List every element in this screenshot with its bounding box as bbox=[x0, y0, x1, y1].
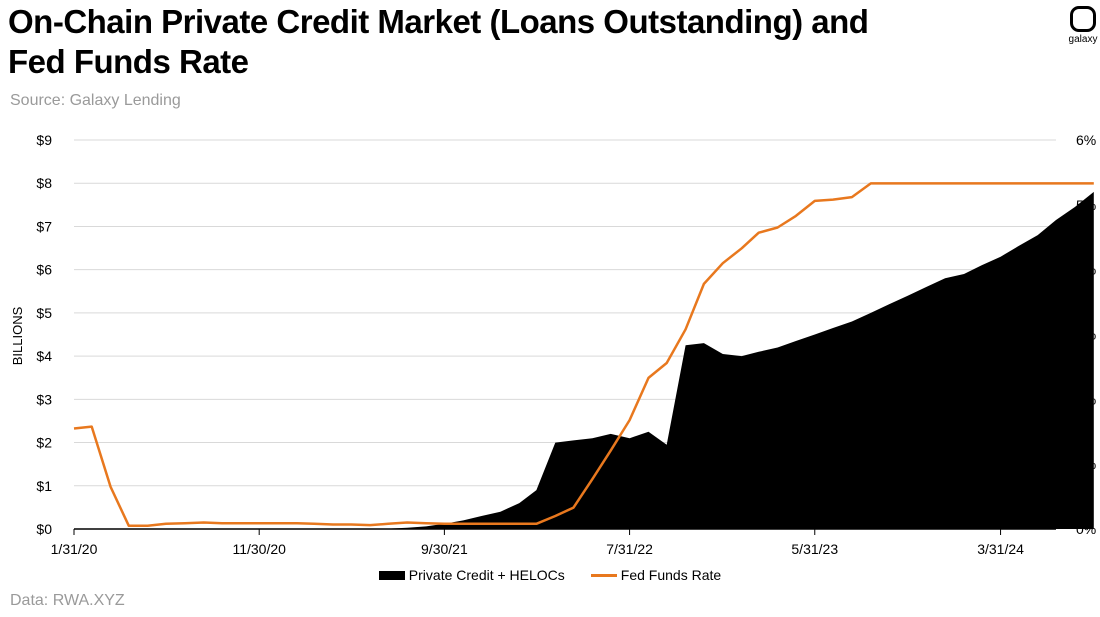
y-left-tick-label: $9 bbox=[36, 132, 52, 148]
legend-label-private-credit: Private Credit + HELOCs bbox=[408, 567, 565, 583]
y-left-tick-label: $6 bbox=[36, 262, 52, 278]
data-source-footer: Data: RWA.XYZ bbox=[10, 592, 125, 609]
y-left-tick-label: $7 bbox=[36, 218, 52, 234]
fed-funds-line bbox=[73, 182, 1094, 528]
galaxy-logo-icon bbox=[1070, 6, 1096, 32]
chart-subtitle: Source: Galaxy Lending bbox=[10, 92, 181, 109]
legend-item-fed-funds: Fed Funds Rate bbox=[590, 567, 722, 583]
x-tick-label: 5/31/23 bbox=[791, 541, 838, 557]
x-tick-label: 7/31/22 bbox=[606, 541, 653, 557]
y-axis-label: BILLIONS bbox=[10, 306, 25, 365]
axes: $0 $1 $2 $3 $4 $5 $6 $7 $8 $9 0% 1% 2% 3% 4% 5% 6% 1/31/2… bbox=[36, 132, 1096, 557]
x-tick-label: 1/31/20 bbox=[51, 541, 98, 557]
legend-swatch-area bbox=[378, 570, 405, 580]
y-right-tick-label: 6% bbox=[1076, 132, 1096, 148]
y-right-tick-label: 4% bbox=[1076, 262, 1096, 278]
fed-funds-line-layer bbox=[73, 182, 1094, 528]
y-right-tick-label: 2% bbox=[1076, 391, 1096, 407]
y-left-tick-label: $0 bbox=[36, 521, 52, 537]
y-left-tick-label: $3 bbox=[36, 391, 52, 407]
y-right-tick-label: 1% bbox=[1076, 456, 1096, 472]
x-tick-label: 3/31/24 bbox=[977, 541, 1024, 557]
legend: Private Credit + HELOCs Fed Funds Rate bbox=[0, 567, 1100, 583]
galaxy-logo: galaxy bbox=[1062, 6, 1100, 45]
y-left-tick-label: $2 bbox=[36, 435, 52, 451]
y-right-tick-label: 5% bbox=[1076, 197, 1096, 213]
y-right-tick-label: 0% bbox=[1076, 521, 1096, 537]
y-left-tick-label: $4 bbox=[36, 348, 52, 364]
y-left-tick-label: $1 bbox=[36, 478, 52, 494]
y-right-tick-label: 3% bbox=[1076, 327, 1096, 343]
private-credit-area bbox=[332, 191, 1094, 529]
y-left-tick-label: $5 bbox=[36, 305, 52, 321]
chart-title: On-Chain Private Credit Market (Loans Ou… bbox=[8, 3, 869, 80]
x-tick-label: 11/30/20 bbox=[232, 541, 286, 557]
legend-label-fed-funds: Fed Funds Rate bbox=[620, 567, 722, 583]
legend-swatch-line bbox=[590, 573, 617, 577]
private-credit-area-layer bbox=[332, 191, 1094, 529]
galaxy-logo-text: galaxy bbox=[1068, 34, 1098, 45]
y-left-tick-label: $8 bbox=[36, 175, 52, 191]
x-tick-label: 9/30/21 bbox=[421, 541, 468, 557]
legend-item-private-credit: Private Credit + HELOCs bbox=[378, 567, 565, 583]
